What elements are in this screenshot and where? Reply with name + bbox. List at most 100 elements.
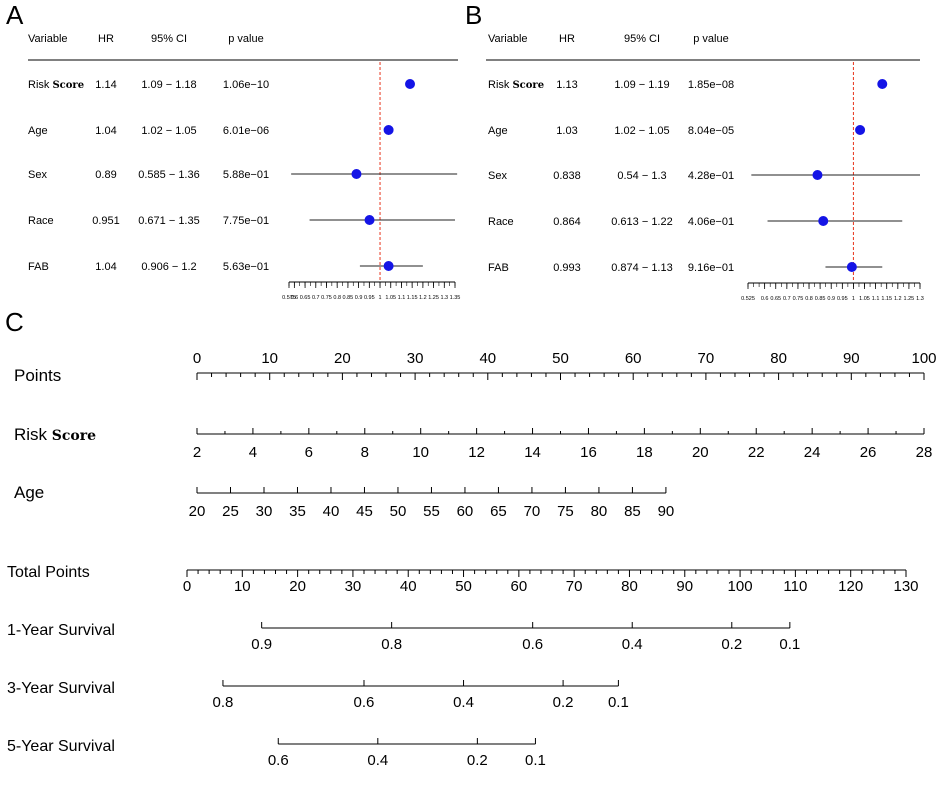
risk-tick-label: 28 [916,444,933,461]
row-hr: 1.04 [95,261,116,273]
scale-label-text: 1-Year Survival [7,622,115,639]
row-variable-name: Age [28,125,48,137]
total-tick-label: 20 [289,578,306,595]
risk-tick-label: 8 [361,444,369,461]
row-hr: 1.13 [556,79,577,91]
risk-tick-label: 14 [524,444,541,461]
x-axis-tick-label: 1 [379,295,382,301]
hr-point [405,79,416,89]
scale-label-text: 5-Year Survival [7,738,115,755]
hr-point [351,169,362,179]
points-tick-label: 100 [911,350,936,367]
points-tick-label: 90 [843,350,860,367]
row-variable: Race [488,216,514,228]
row-hr: 1.14 [95,79,116,91]
x-axis-tick-label: 0.575 [282,295,296,301]
hr-point [877,79,888,89]
row-variable: Risk Score [488,79,544,91]
x-axis-tick-label: 0.7 [783,296,791,302]
x-axis-tick-label: 0.65 [300,295,311,301]
row-variable: Age [488,125,508,137]
survival-tick-label: 0.4 [367,752,388,769]
points-tick-label: 50 [552,350,569,367]
panel-label-b: B [465,0,482,30]
header-ci: 95% CI [151,33,187,45]
total-tick-label: 60 [511,578,528,595]
points-tick-label: 30 [407,350,424,367]
x-axis-tick-label: 0.6 [761,296,769,302]
x-axis-tick-label: 1 [852,296,855,302]
forest-plot-b: Variable HR 95% CI p value Risk Score 1.13 1.0… [486,33,924,302]
x-axis-tick-label: 1.3 [440,295,448,301]
risk-tick-label: 6 [305,444,313,461]
total-tick-label: 120 [838,578,863,595]
total-tick-label: 50 [455,578,472,595]
survival-tick-label: 0.6 [522,636,543,653]
row-variable-name: FAB [28,261,49,273]
age-tick-label: 35 [289,503,306,520]
row-variable-suffix: Score [512,80,544,91]
row-ci: 1.02 − 1.05 [614,125,669,137]
scale-label: Age [14,483,44,502]
forest-plot-a: Variable HR 95% CI p value Risk Score 1.14 1.0… [28,33,460,301]
risk-tick-label: 20 [692,444,709,461]
points-tick-label: 20 [334,350,351,367]
row-variable: FAB [28,261,49,273]
risk-tick-label: 24 [804,444,821,461]
row-ci: 0.906 − 1.2 [141,261,196,273]
x-axis-tick-label: 1.1 [872,296,880,302]
row-hr: 0.993 [553,262,581,274]
row-ci: 0.54 − 1.3 [617,170,666,182]
hr-point [383,261,394,271]
scale-label-text: Age [14,483,44,502]
x-axis-tick-label: 0.9 [355,295,363,301]
scale-label-text: Points [14,366,61,385]
row-p-value: 5.88e−01 [223,169,269,181]
points-tick-label: 80 [770,350,787,367]
row-hr: 0.838 [553,170,581,182]
age-tick-label: 70 [524,503,541,520]
age-tick-label: 85 [624,503,641,520]
survival-tick-label: 0.6 [268,752,289,769]
x-axis-tick-label: 1.25 [904,296,915,302]
row-hr: 0.89 [95,169,116,181]
row-variable-name: Age [488,125,508,137]
row-variable-name: Sex [488,170,507,182]
row-p-value: 7.75e−01 [223,215,269,227]
survival-tick-label: 0.6 [354,694,375,711]
scale-label: 3-Year Survival [7,680,115,697]
age-tick-label: 25 [222,503,239,520]
row-variable: Race [28,215,54,227]
scale-label: 5-Year Survival [7,738,115,755]
scale-label: Points [14,366,61,385]
age-tick-label: 45 [356,503,373,520]
total-tick-label: 110 [783,578,807,595]
risk-tick-label: 16 [580,444,597,461]
row-p-value: 6.01e−06 [223,125,269,137]
x-axis-tick-label: 0.85 [815,296,826,302]
survival-tick-label: 0.1 [608,694,629,711]
panel-label-c: C [5,307,24,337]
row-ci: 0.874 − 1.13 [611,262,672,274]
risk-tick-label: 2 [193,444,201,461]
hr-point [383,125,394,135]
x-axis-tick-label: 0.8 [805,296,813,302]
age-tick-label: 80 [591,503,608,520]
x-axis-tick-label: 0.85 [343,295,354,301]
row-ci: 0.671 − 1.35 [138,215,199,227]
scale-label: Total Points [7,564,90,581]
x-axis-tick-label: 0.6 [291,295,299,301]
survival-tick-label: 0.2 [467,752,488,769]
total-tick-label: 80 [621,578,638,595]
row-ci: 1.02 − 1.05 [141,125,196,137]
total-tick-label: 90 [676,578,693,595]
points-tick-label: 70 [698,350,715,367]
scale-label-suffix: Score [52,428,96,444]
row-variable-name: Sex [28,169,47,181]
x-axis-tick-label: 0.95 [364,295,375,301]
x-axis-tick-label: 0.95 [837,296,848,302]
age-tick-label: 65 [490,503,507,520]
x-axis-tick-label: 0.9 [827,296,835,302]
row-variable: Age [28,125,48,137]
